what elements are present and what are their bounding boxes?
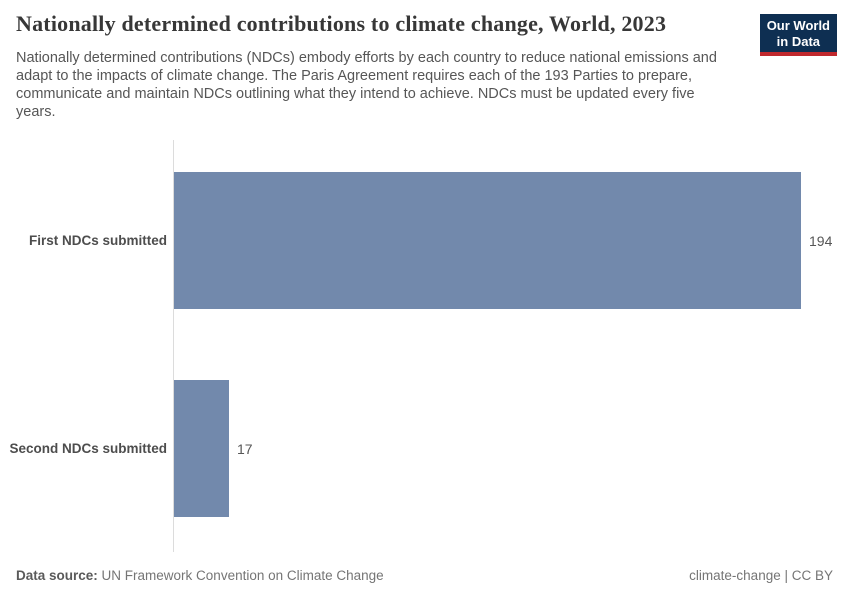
bar-row: First NDCs submitted 194 <box>0 172 850 309</box>
subtitle-line: Nationally determined contributions (NDC… <box>16 50 717 66</box>
value-label: 194 <box>809 232 833 249</box>
value-label: 17 <box>236 440 253 457</box>
chart-subtitle: Nationally determined contributions (NDC… <box>16 49 717 121</box>
owid-logo[interactable]: Our World in Data <box>759 14 837 56</box>
category-label: First NDCs submitted <box>28 232 167 248</box>
subtitle-line: communicate and maintain NDCs outlining … <box>16 86 695 102</box>
license-text[interactable]: climate-change | CC BY <box>689 568 833 583</box>
data-source-value[interactable]: UN Framework Convention on Climate Chang… <box>101 568 384 583</box>
owid-logo-line1: Our World <box>766 18 830 33</box>
category-label: Second NDCs submitted <box>9 440 167 456</box>
bar[interactable] <box>174 172 801 309</box>
bar-row: Second NDCs submitted 17 <box>0 380 850 517</box>
subtitle-line: adapt to the impacts of climate change. … <box>16 68 692 84</box>
bar[interactable] <box>174 380 229 517</box>
page-title: Nationally determined contributions to c… <box>16 11 667 36</box>
subtitle-line: years. <box>16 104 56 120</box>
y-axis-line <box>173 140 174 552</box>
owid-logo-line2: in Data <box>776 33 821 49</box>
data-source: Data source: UN Framework Convention on … <box>16 568 384 583</box>
data-source-label: Data source: <box>16 568 98 583</box>
chart-footer: Data source: UN Framework Convention on … <box>16 568 833 583</box>
